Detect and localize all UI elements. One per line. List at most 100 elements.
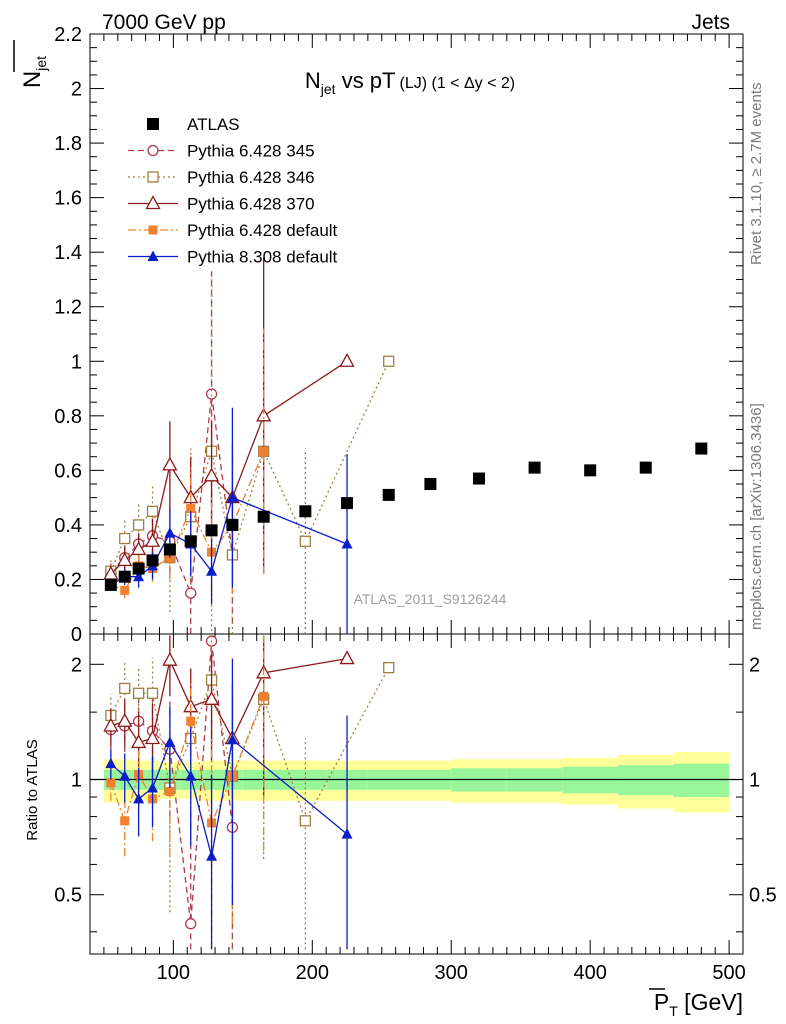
main-atlas-point [341, 497, 354, 510]
main-pythia-6-428-346-point [132, 519, 145, 531]
legend-entry: Pythia 6.428 default [128, 221, 338, 240]
main-atlas-point [104, 578, 117, 591]
ratio-pythia-6-428-370-line [110, 657, 348, 744]
ratio-pythia-6-428-default-point [106, 778, 116, 788]
main-atlas-point [473, 472, 486, 485]
band-inner-segment [673, 763, 730, 798]
band-inner-segment [617, 765, 674, 796]
main-pythia-6-428-346-line [110, 361, 390, 572]
main-pythia-6-428-370-point [162, 456, 178, 471]
main-pythia-6-428-346-point [383, 355, 395, 367]
ratio-pythia-8-308-default-point [206, 850, 218, 861]
ratio-pythia-6-428-345-point [185, 918, 197, 930]
ratio-pythia-6-428-default-point [165, 787, 175, 797]
ratio-pythia-8-308-default-point [147, 782, 159, 793]
ratio-panel-frame [89, 633, 744, 955]
main-atlas-point [639, 461, 652, 474]
legend-label: Pythia 6.428 370 [187, 195, 315, 214]
main-pythia-6-428-370-point [339, 352, 355, 367]
ratio-pythia-6-428-370-point [131, 734, 147, 749]
series-layer [103, 257, 708, 950]
main-pythia-6-428-346-point [299, 535, 312, 547]
legend-label: Pythia 6.428 345 [187, 142, 315, 161]
main-atlas-point [528, 461, 541, 474]
main-pythia-8-308-default-point [341, 538, 353, 549]
legend-label: Pythia 8.308 default [187, 248, 338, 267]
legend-marker [147, 144, 159, 157]
legend: ATLAS Pythia 6.428 345 Pythia 6.428 346 Pyt… [128, 115, 338, 267]
ratio-xtick-label: 200 [296, 962, 329, 984]
ratio-ytick-label: 1 [71, 770, 82, 792]
main-pythia-8-308-default-point [133, 570, 145, 582]
main-atlas-point [257, 510, 270, 523]
main-ytick-label: 0 [71, 624, 82, 646]
ratio-xtick-label: 400 [573, 962, 606, 984]
ratio-pythia-6-428-370-point [203, 690, 220, 705]
ratio-pythia-8-308-default-point [164, 736, 176, 747]
main-atlas-point [299, 505, 312, 518]
ratio-xtick-label: 300 [435, 962, 468, 984]
main-pythia-6-428-default-point [259, 446, 269, 456]
header-left: 7000 GeV pp [102, 11, 226, 34]
main-ytick-label: 1.4 [54, 242, 82, 264]
legend-label: Pythia 6.428 default [187, 221, 338, 240]
ratio-ytick-label: 0.5 [54, 885, 82, 907]
main-atlas-point [205, 524, 218, 537]
title-sub: jet [320, 81, 336, 97]
main-ytick-label: 1 [71, 351, 82, 373]
ratio-pythia-6-428-346-point [132, 687, 145, 699]
main-pythia-6-428-346-point [119, 532, 131, 545]
ratio-ytick-label-right: 1 [749, 770, 760, 792]
xlabel-rest: [GeV] [678, 989, 743, 1015]
main-pythia-6-428-default-point [186, 504, 196, 514]
main-ytick-label: 2 [71, 79, 82, 101]
main-pythia-6-428-370-point [256, 407, 272, 422]
legend-label: ATLAS [187, 115, 240, 134]
ratio-pythia-8-308-default-point [133, 792, 145, 804]
main-atlas-point [118, 570, 131, 583]
main-atlas-series [104, 442, 708, 591]
ylabel-main: N [19, 71, 46, 88]
legend-entry: Pythia 8.308 default [128, 248, 338, 267]
ratio-pythia-6-428-346-point [383, 662, 395, 674]
main-ytick-label: 1.6 [54, 188, 82, 210]
legend-entry: Pythia 6.428 370 [128, 195, 315, 214]
ratio-ylabel: Ratio to ATLAS [24, 739, 41, 840]
main-atlas-point [146, 554, 159, 567]
main-ytick-label: 1.8 [54, 133, 82, 155]
main-ytick-label: 1.2 [54, 297, 82, 319]
main-atlas-point [163, 543, 176, 556]
main-pythia-6-428-370-point [117, 551, 133, 567]
main-pythia-6-428-370-series [103, 257, 355, 583]
main-ytick-label: 0.2 [54, 569, 82, 591]
ratio-pythia-6-428-346-point [299, 815, 312, 827]
main-pythia-6-428-370-point [203, 467, 220, 482]
legend-marker [145, 195, 161, 210]
main-pythia-6-428-346-point [146, 505, 159, 517]
ratio-pythia-6-428-default-line [110, 696, 265, 826]
ratio-pythia-8-308-default-point [119, 770, 131, 781]
main-pythia-6-428-370-line [110, 360, 348, 575]
mcplots-label: mcplots.cern.ch [arXiv:1306.3436] [748, 403, 765, 630]
header-right: Jets [691, 11, 730, 34]
legend-marker [147, 171, 159, 183]
main-pythia-6-428-370-point [144, 532, 161, 547]
title-rest: vs pT [336, 68, 396, 93]
legend-marker [147, 118, 159, 130]
main-title: Njet vs pT (LJ) (1 < Δy < 2) [305, 68, 515, 97]
title-small: (LJ) (1 < Δy < 2) [399, 75, 515, 92]
main-pythia-8-308-default-point [164, 527, 176, 538]
ratio-pythia-6-428-370-point [103, 717, 119, 732]
ratio-ytick-label-right: 0.5 [749, 885, 777, 907]
main-atlas-point [184, 535, 197, 548]
xlabel-sub: T [669, 1003, 678, 1019]
main-pythia-6-428-345-point [205, 388, 218, 400]
main-pythia-6-428-345-point [185, 587, 197, 599]
ratio-pythia-6-428-370-point [144, 730, 161, 745]
legend-entry: ATLAS [147, 115, 240, 134]
main-atlas-point [424, 478, 437, 490]
main-pythia-6-428-default-point [120, 585, 130, 595]
ratio-pythia-8-308-default-point [105, 757, 117, 769]
ratio-pythia-6-428-346-point [146, 687, 159, 699]
